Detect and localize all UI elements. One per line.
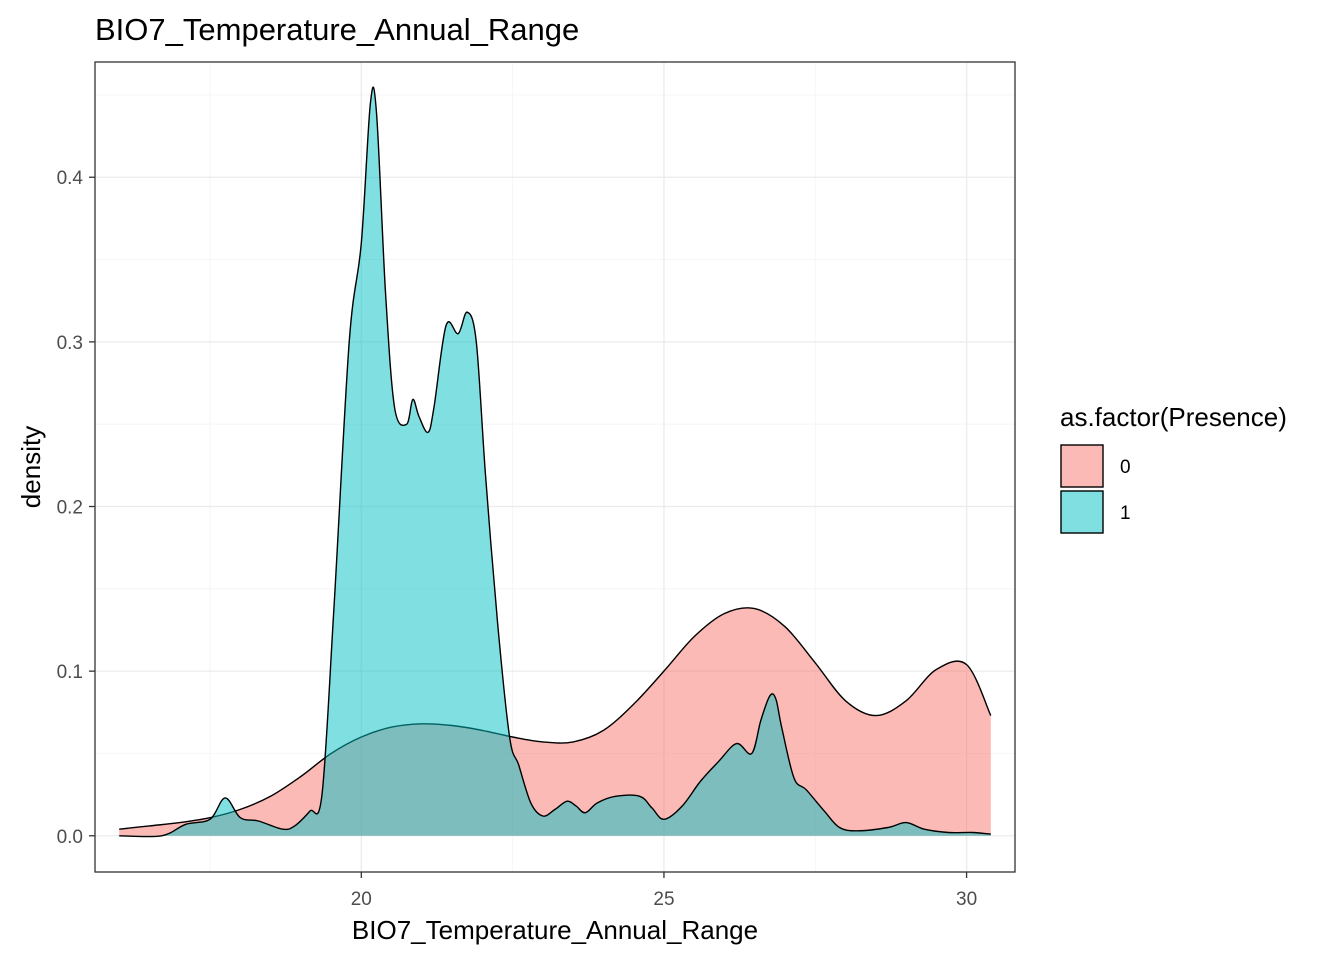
plot-panel-border (94, 61, 1016, 873)
legend-key-0 (1060, 444, 1104, 488)
y-tick-label: 0.4 (57, 168, 84, 189)
y-tick-label: 0.0 (57, 827, 83, 848)
x-tick-label: 25 (653, 889, 674, 910)
chart-title: BIO7_Temperature_Annual_Range (95, 12, 579, 47)
y-tick-label: 0.1 (57, 662, 83, 683)
legend-key-1 (1060, 490, 1104, 534)
y-axis: 0.0 0.1 0.2 0.3 0.4 (57, 168, 95, 848)
legend-title: as.factor(Presence) (1060, 402, 1287, 432)
y-tick-label: 0.2 (57, 498, 83, 519)
density-areas (119, 86, 992, 838)
minor-gridlines (95, 62, 1015, 872)
density-area-1 (119, 87, 991, 837)
legend-label-0: 0 (1120, 457, 1131, 478)
x-tick-label: 30 (956, 889, 977, 910)
y-tick-label: 0.3 (57, 333, 83, 354)
density-line-0 (119, 607, 992, 830)
x-axis: 20 25 30 (351, 872, 977, 910)
legend-label-1: 1 (1120, 503, 1131, 524)
density-line-1 (119, 86, 991, 838)
x-axis-title: BIO7_Temperature_Annual_Range (352, 915, 758, 945)
legend: as.factor(Presence) 0 1 (1060, 402, 1287, 534)
y-axis-title: density (16, 426, 46, 508)
x-tick-label: 20 (351, 889, 372, 910)
